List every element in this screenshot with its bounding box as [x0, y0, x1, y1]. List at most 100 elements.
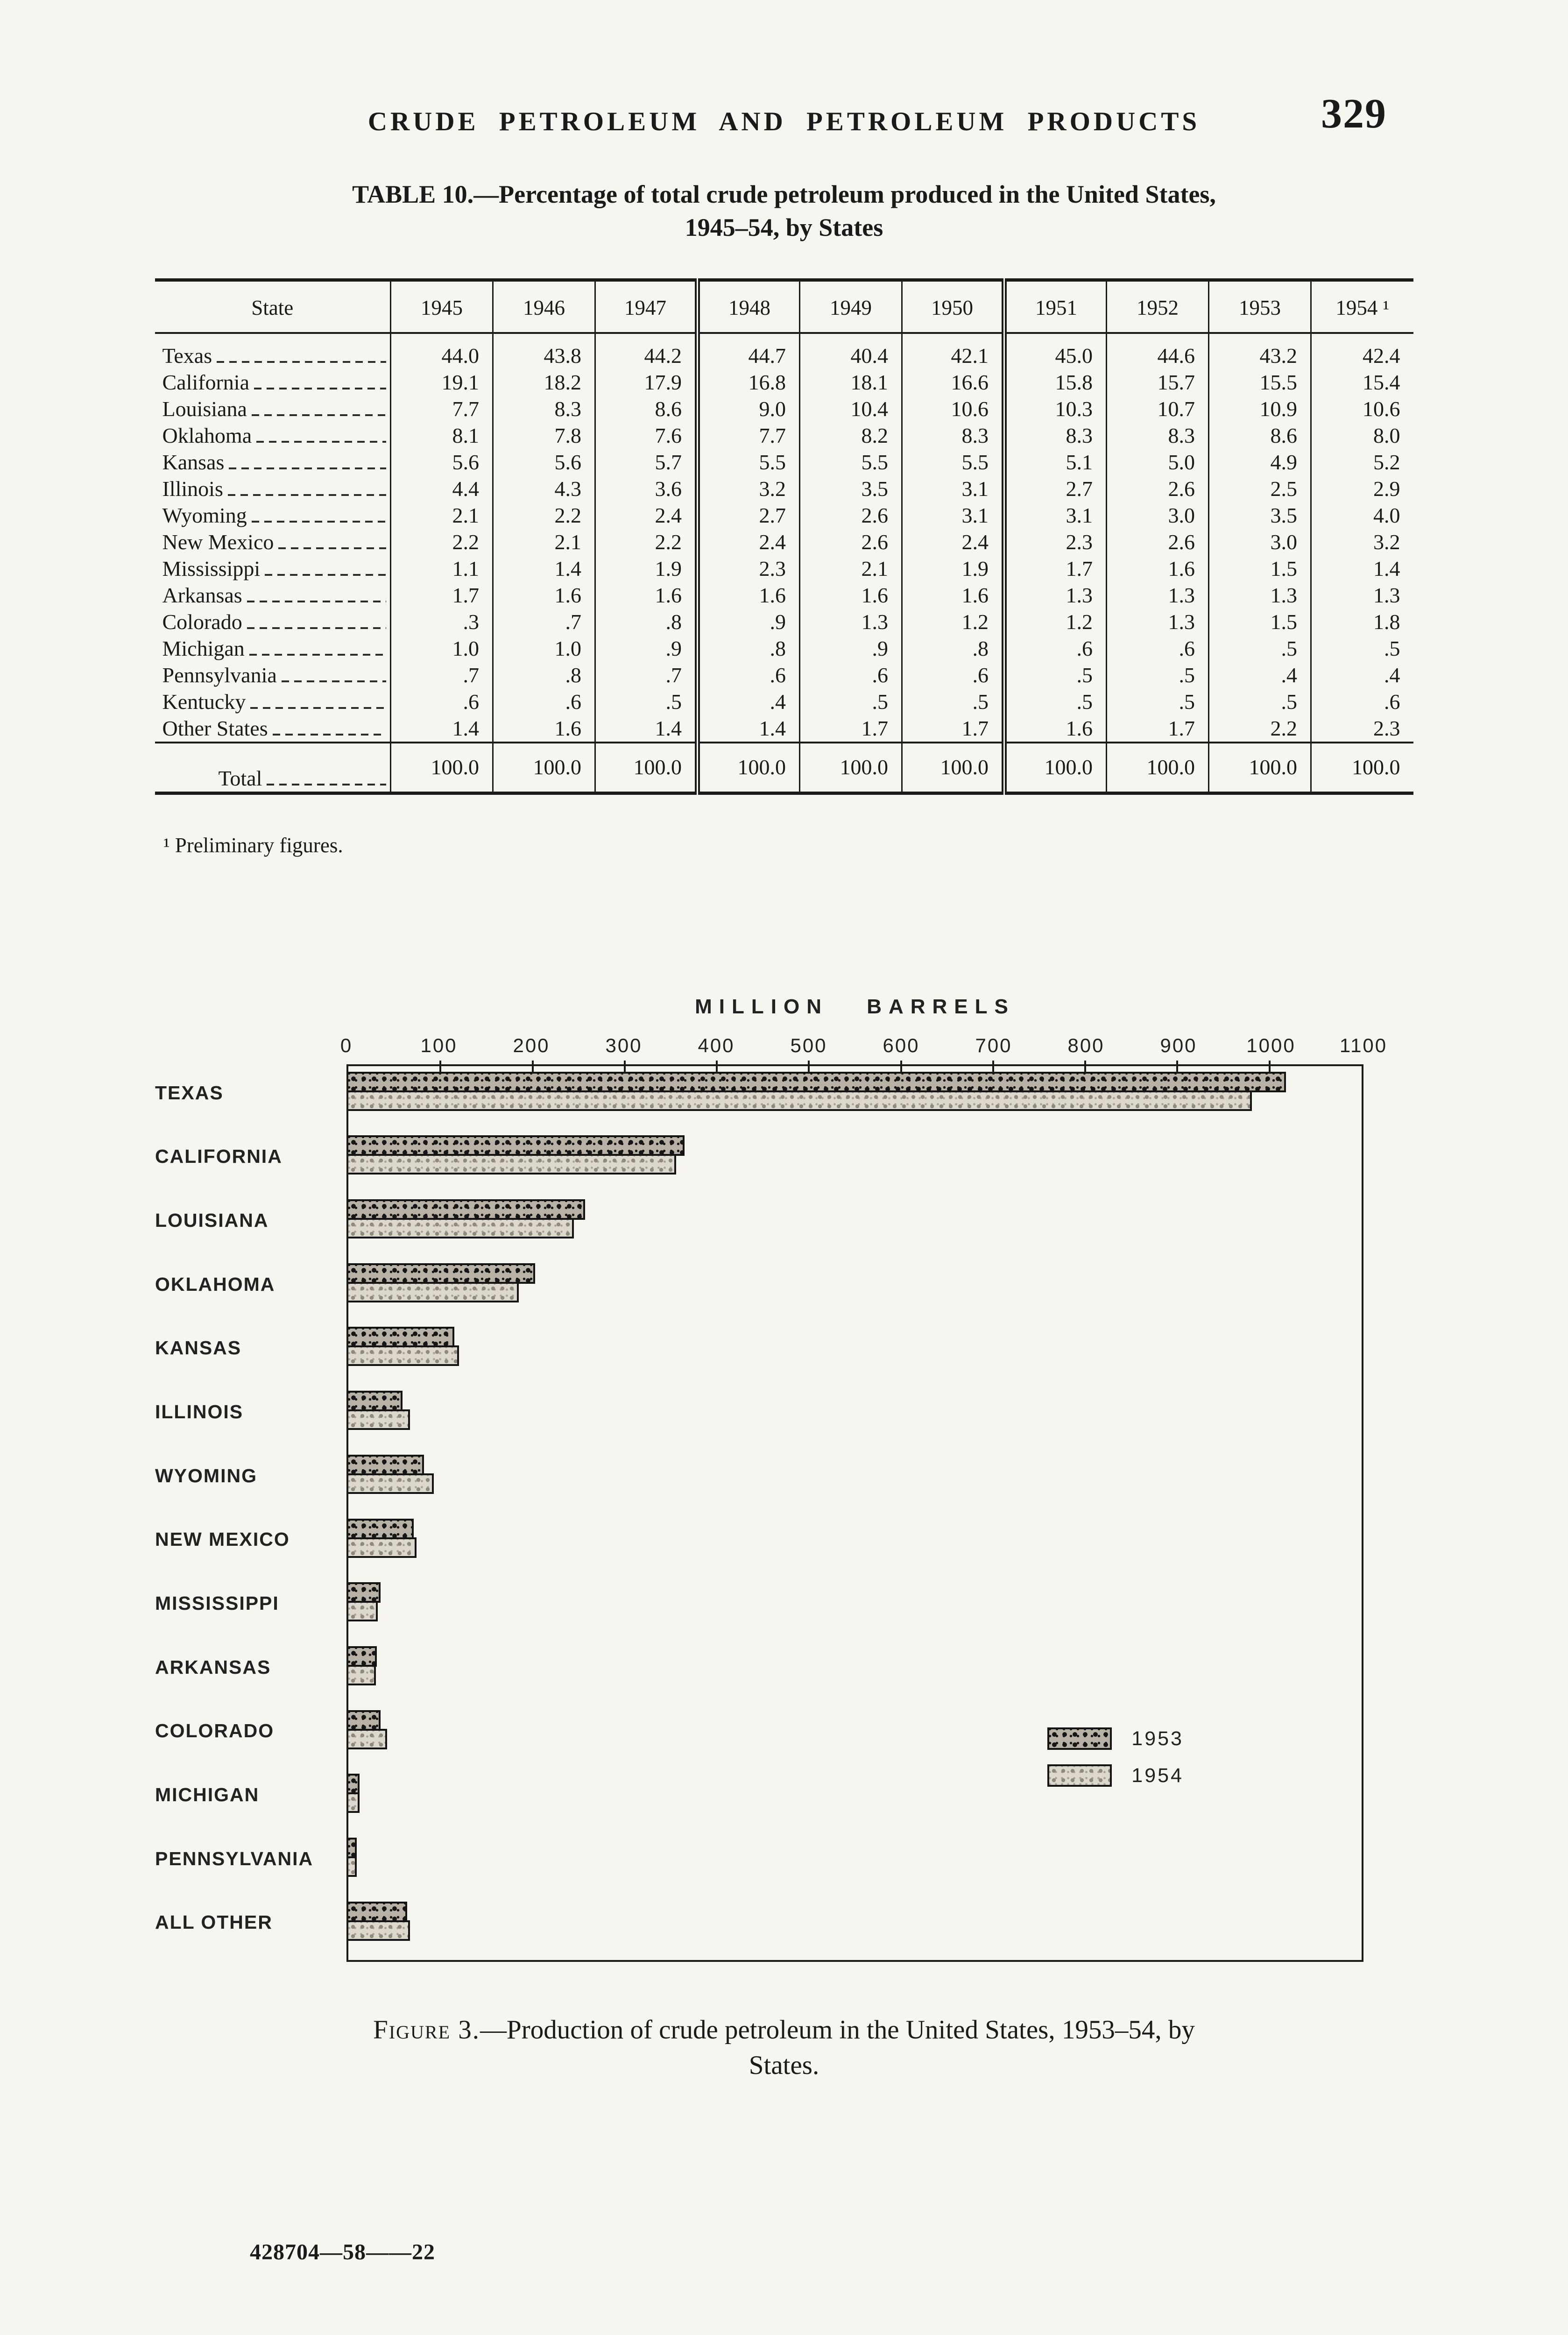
axis-tick-label: 600 [883, 1034, 920, 1056]
value-cell: 1.7 [901, 715, 1004, 743]
bar-row [348, 1258, 1362, 1322]
value-cell: 1.8 [1310, 608, 1413, 635]
column-header: 1946 [492, 280, 595, 334]
axis-tick-label: 500 [790, 1034, 827, 1056]
value-cell: 1.6 [799, 581, 902, 609]
value-cell: 15.4 [1310, 368, 1413, 396]
value-cell: 3.1 [901, 502, 1004, 529]
state-name: Total [218, 766, 262, 790]
value-cell: 42.4 [1310, 333, 1413, 369]
value-cell: 2.4 [695, 528, 800, 555]
axis-labels: 0 100 200 300 400 500 600 700 800 900 1000 1100 [340, 1031, 1386, 1064]
bar-row [348, 1066, 1362, 1130]
state-name: Oklahoma [162, 423, 252, 447]
value-cell: 5.5 [901, 448, 1004, 475]
value-cell: 3.2 [695, 475, 800, 502]
legend-label: 1953 [1131, 1727, 1184, 1750]
value-cell: 1.3 [1310, 581, 1413, 609]
value-cell: 43.2 [1208, 333, 1311, 369]
state-name: Mississippi [162, 556, 261, 580]
value-cell: .5 [799, 688, 902, 715]
value-cell: 2.4 [901, 528, 1004, 555]
state-cell: Mississippi [155, 555, 391, 582]
state-name: Arkansas [162, 583, 242, 607]
state-name: Wyoming [162, 503, 247, 527]
percentage-table: State 1945 1946 1947 1948 1949 1950 1951 1952 195… [155, 278, 1413, 795]
value-cell: 18.2 [492, 368, 595, 396]
axis-tick-label: 1000 [1246, 1034, 1296, 1056]
chart-legend: 1953 1954 [1047, 1727, 1184, 1801]
table-row: Mississippi 1.1 1.4 1.9 2.3 2.1 1.9 1.7 1.6 1.5 1.… [155, 555, 1413, 582]
table-row: Wyoming 2.1 2.2 2.4 2.7 2.6 3.1 3.1 3.0 3.5 4.0 [155, 502, 1413, 529]
column-header: 1953 [1208, 280, 1311, 334]
value-cell: 3.1 [901, 475, 1004, 502]
bar-1954-california [348, 1154, 677, 1175]
value-cell: 4.9 [1208, 448, 1311, 475]
value-cell: 8.1 [390, 422, 493, 449]
state-cell: New Mexico [155, 529, 391, 555]
value-cell: .5 [1106, 661, 1209, 688]
column-header: 1948 [695, 280, 800, 334]
value-cell: 18.1 [799, 368, 902, 396]
value-cell: 15.8 [1002, 368, 1107, 396]
column-header: 1952 [1106, 280, 1209, 334]
value-cell: .6 [1106, 635, 1209, 662]
value-cell: 3.5 [799, 475, 902, 502]
state-name: Other States [162, 716, 268, 740]
axis-tick-label: 200 [513, 1034, 550, 1056]
value-cell: .3 [390, 608, 493, 635]
axis-tick-label: 1100 [1339, 1034, 1388, 1056]
dash-leader [251, 414, 386, 416]
value-cell: .5 [1002, 661, 1107, 688]
state-cell: Pennsylvania [155, 662, 391, 688]
value-cell: 10.6 [901, 395, 1004, 422]
value-cell: 1.4 [1310, 555, 1413, 582]
value-cell: 2.2 [492, 502, 595, 529]
value-cell: 1.4 [594, 715, 698, 743]
value-cell: .8 [901, 635, 1004, 662]
value-cell: 3.5 [1208, 502, 1311, 529]
page-header: CRUDE PETROLEUM AND PETROLEUM PRODUCTS 3… [0, 0, 1568, 137]
state-name: Pennsylvania [162, 663, 277, 687]
value-cell: 1.3 [1106, 608, 1209, 635]
value-cell: 5.7 [594, 448, 698, 475]
table-row: Pennsylvania .7.8.7.6.6.6.5.5.4.4 [155, 661, 1413, 688]
value-cell: .5 [594, 688, 698, 715]
state-name: New Mexico [162, 530, 274, 554]
value-cell: 2.6 [799, 528, 902, 555]
state-name: Michigan [162, 636, 245, 660]
bar-1953-wyoming [348, 1454, 424, 1475]
value-cell: 8.2 [799, 422, 902, 449]
bar-1954-mississippi [348, 1601, 378, 1622]
dash-leader [227, 494, 386, 496]
value-cell: 100.0 [1208, 741, 1311, 793]
column-header: 1949 [799, 280, 902, 334]
chart-category-label: MISSISSIPPI [155, 1592, 279, 1614]
bar-1954-pennsylvania [348, 1856, 357, 1877]
value-cell: 2.5 [1208, 475, 1311, 502]
value-cell: 2.2 [390, 528, 493, 555]
value-cell: 1.4 [695, 715, 800, 743]
table-row: New Mexico 2.2 2.1 2.2 2.4 2.6 2.4 2.3 2.6 3.0 3.2 [155, 528, 1413, 555]
table-row: Kansas 5.6 5.6 5.7 5.5 5.5 5.5 5.1 5.0 4.9 5.2 [155, 448, 1413, 475]
axis-tick-label: 400 [698, 1034, 735, 1056]
column-header: 1945 [390, 280, 493, 334]
axis-tick-label: 300 [605, 1034, 643, 1056]
state-cell: Wyoming [155, 502, 391, 529]
value-cell: 100.0 [1002, 741, 1107, 793]
table-head-row: State 1945 1946 1947 1948 1949 1950 1951 1952 195… [155, 280, 1413, 334]
value-cell: 1.4 [390, 715, 493, 743]
value-cell: .7 [594, 661, 698, 688]
bar-row [348, 1513, 1362, 1577]
value-cell: 1.3 [1002, 581, 1107, 609]
figure-3-chart: MILLION BARRELS 0 100 200 300 400 500 600 700 80… [155, 995, 1416, 1962]
state-cell: Kansas [155, 449, 391, 475]
axis-tick-mark [1268, 1060, 1271, 1073]
chart-rows [348, 1066, 1362, 1960]
bar-1954-michigan [348, 1792, 360, 1813]
state-cell: Michigan [155, 635, 391, 662]
value-cell: .6 [1310, 688, 1413, 715]
value-cell: 16.6 [901, 368, 1004, 396]
value-cell: 2.1 [390, 502, 493, 529]
column-header: 1954 ¹ [1310, 280, 1413, 334]
